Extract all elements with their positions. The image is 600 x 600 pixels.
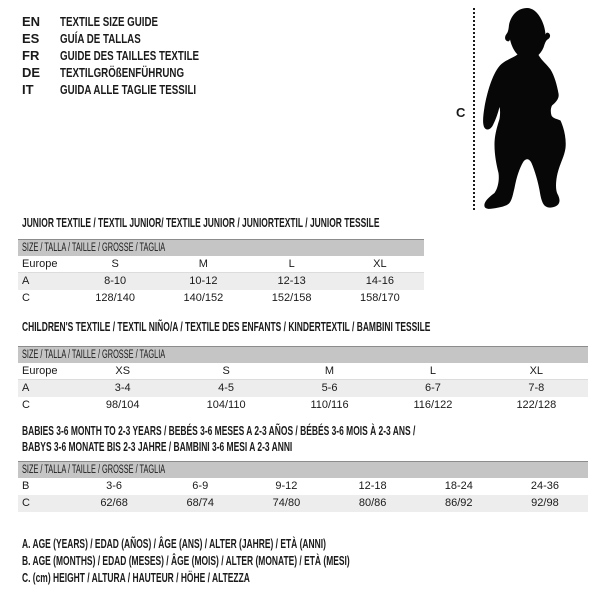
height-cell: 122/128 xyxy=(516,399,557,411)
height-cell: 128/140 xyxy=(95,292,135,304)
children-table-title: CHILDREN'S TEXTILE / TEXTIL NIÑO/A / TEX… xyxy=(22,319,431,334)
size-cell: S xyxy=(111,258,119,270)
language-code: EN xyxy=(22,14,41,29)
height-cell: 158/170 xyxy=(359,292,400,304)
guide-title-de: TEXTILGRÖßENFÜHRUNG xyxy=(60,65,185,80)
language-row-fr: FR GUIDE DES TAILLES TEXTILE xyxy=(22,47,245,64)
row-label: C xyxy=(22,497,30,509)
row-label: A xyxy=(22,275,30,287)
guide-title-it: GUIDA ALLE TAGLIE TESSILI xyxy=(60,82,197,97)
height-cell: 68/74 xyxy=(186,497,215,509)
age-cell: 7-8 xyxy=(528,382,545,394)
language-code: ES xyxy=(22,31,40,46)
height-cell: 92/98 xyxy=(531,497,559,509)
language-row-it: IT GUIDA ALLE TAGLIE TESSILI xyxy=(22,81,245,98)
age-cell: 5-6 xyxy=(321,382,338,394)
size-header-band: SIZE / TALLA / TAILLE / GRÖSSE / TAGLIA xyxy=(18,239,424,256)
age-cell: 4-5 xyxy=(218,382,235,394)
table-row: Europe S M L XL xyxy=(18,256,424,273)
table-row: C 128/140 140/152 152/158 158/170 xyxy=(18,290,424,307)
language-row-de: DE TEXTILGRÖßENFÜHRUNG xyxy=(22,64,245,81)
row-label: B xyxy=(22,480,30,492)
table-row: B 3-6 6-9 9-12 12-18 18-24 24-36 xyxy=(18,478,588,495)
guide-title-fr: GUIDE DES TAILLES TEXTILE xyxy=(60,48,200,63)
babies-title-line2: BABYS 3-6 MONATE BIS 2-3 JAHRE / BAMBINI… xyxy=(22,439,293,454)
language-row-es: ES GUÍA DE TALLAS xyxy=(22,30,245,47)
legend-line-b: B. AGE (MONTHS) / EDAD (MESES) / ÂGE (MO… xyxy=(22,553,350,568)
height-cell: 104/110 xyxy=(206,399,246,411)
height-cell: 110/116 xyxy=(310,399,349,411)
age-cell: 12-18 xyxy=(358,480,387,492)
row-label: A xyxy=(22,382,30,394)
age-cell: 14-16 xyxy=(365,275,394,287)
table-row: A 3-4 4-5 5-6 6-7 7-8 xyxy=(18,380,588,397)
size-header-band: SIZE / TALLA / TAILLE / GRÖSSE / TAGLIA xyxy=(18,461,588,478)
age-cell: 6-9 xyxy=(192,480,209,492)
size-table-children: SIZE / TALLA / TAILLE / GRÖSSE / TAGLIA … xyxy=(18,346,588,414)
height-cell: 98/104 xyxy=(105,399,140,411)
row-label: C xyxy=(22,292,30,304)
age-cell: 18-24 xyxy=(444,480,473,492)
size-table-babies: SIZE / TALLA / TAILLE / GRÖSSE / TAGLIA … xyxy=(18,461,588,512)
size-cell: M xyxy=(324,365,335,377)
legend-line-a: A. AGE (YEARS) / EDAD (AÑOS) / ÂGE (ANS)… xyxy=(22,536,326,551)
babies-table-title: BABIES 3-6 MONTH TO 2-3 YEARS / BEBÉS 3-… xyxy=(22,423,600,455)
size-table-junior: SIZE / TALLA / TAILLE / GRÖSSE / TAGLIA … xyxy=(18,239,424,307)
height-measure-dotted-line xyxy=(473,8,475,210)
table-row: C 98/104 104/110 110/116 116/122 122/128 xyxy=(18,397,588,414)
height-cell: 86/92 xyxy=(445,497,473,509)
height-cell: 152/158 xyxy=(271,292,312,304)
age-cell: 3-6 xyxy=(106,480,123,492)
size-cell: XS xyxy=(115,365,131,377)
guide-title-es: GUÍA DE TALLAS xyxy=(60,31,141,46)
height-measure-label: C xyxy=(456,105,466,120)
table-row: Europe XS S M L XL xyxy=(18,363,588,380)
size-cell: S xyxy=(222,365,230,377)
size-header-band: SIZE / TALLA / TAILLE / GRÖSSE / TAGLIA xyxy=(18,346,588,363)
age-cell: 9-12 xyxy=(275,480,298,492)
language-title-list: EN TEXTILE SIZE GUIDE ES GUÍA DE TALLAS … xyxy=(22,13,245,98)
junior-table-title: JUNIOR TEXTILE / TEXTIL JUNIOR/ TEXTILE … xyxy=(22,215,380,230)
age-cell: 12-13 xyxy=(277,275,306,287)
language-row-en: EN TEXTILE SIZE GUIDE xyxy=(22,13,245,30)
age-cell: 3-4 xyxy=(114,382,131,394)
baby-silhouette-icon xyxy=(483,8,566,209)
language-code: DE xyxy=(22,65,41,80)
size-cell: XL xyxy=(373,258,387,270)
size-cell: L xyxy=(429,365,436,377)
babies-title-line1: BABIES 3-6 MONTH TO 2-3 YEARS / BEBÉS 3-… xyxy=(22,423,416,438)
row-label: Europe xyxy=(22,258,58,270)
height-cell: 62/68 xyxy=(100,497,128,509)
size-cell: XL xyxy=(529,365,544,377)
age-cell: 8-10 xyxy=(104,275,127,287)
height-cell: 140/152 xyxy=(183,292,224,304)
height-cell: 116/122 xyxy=(413,399,453,411)
age-cell: 24-36 xyxy=(530,480,560,492)
height-cell: 74/80 xyxy=(272,497,301,509)
age-cell: 6-7 xyxy=(424,382,441,394)
age-cell: 10-12 xyxy=(189,275,218,287)
language-code: FR xyxy=(22,48,40,63)
size-cell: M xyxy=(198,258,208,270)
row-label: Europe xyxy=(22,365,58,377)
legend-line-c: C. (cm) HEIGHT / ALTURA / HAUTEUR / HÖHE… xyxy=(22,570,250,585)
table-row: C 62/68 68/74 74/80 80/86 86/92 92/98 xyxy=(18,495,588,512)
height-cell: 80/86 xyxy=(358,497,387,509)
measurement-legend: A. AGE (YEARS) / EDAD (AÑOS) / ÂGE (ANS)… xyxy=(22,535,526,586)
language-code: IT xyxy=(22,82,34,97)
size-cell: L xyxy=(288,258,295,270)
guide-title-en: TEXTILE SIZE GUIDE xyxy=(60,14,159,29)
row-label: C xyxy=(22,399,30,411)
table-row: A 8-10 10-12 12-13 14-16 xyxy=(18,273,424,290)
